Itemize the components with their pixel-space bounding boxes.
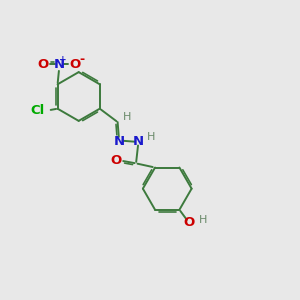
- Text: N: N: [53, 58, 64, 70]
- Text: +: +: [59, 56, 67, 64]
- Text: H: H: [123, 112, 131, 122]
- Text: O: O: [38, 58, 49, 70]
- Text: H: H: [147, 132, 155, 142]
- Text: N: N: [133, 136, 144, 148]
- Text: O: O: [110, 154, 122, 167]
- Text: N: N: [113, 135, 125, 148]
- Text: H: H: [199, 214, 207, 225]
- Text: O: O: [70, 58, 81, 70]
- Text: O: O: [183, 216, 195, 229]
- Text: -: -: [80, 53, 85, 66]
- Text: Cl: Cl: [31, 104, 45, 117]
